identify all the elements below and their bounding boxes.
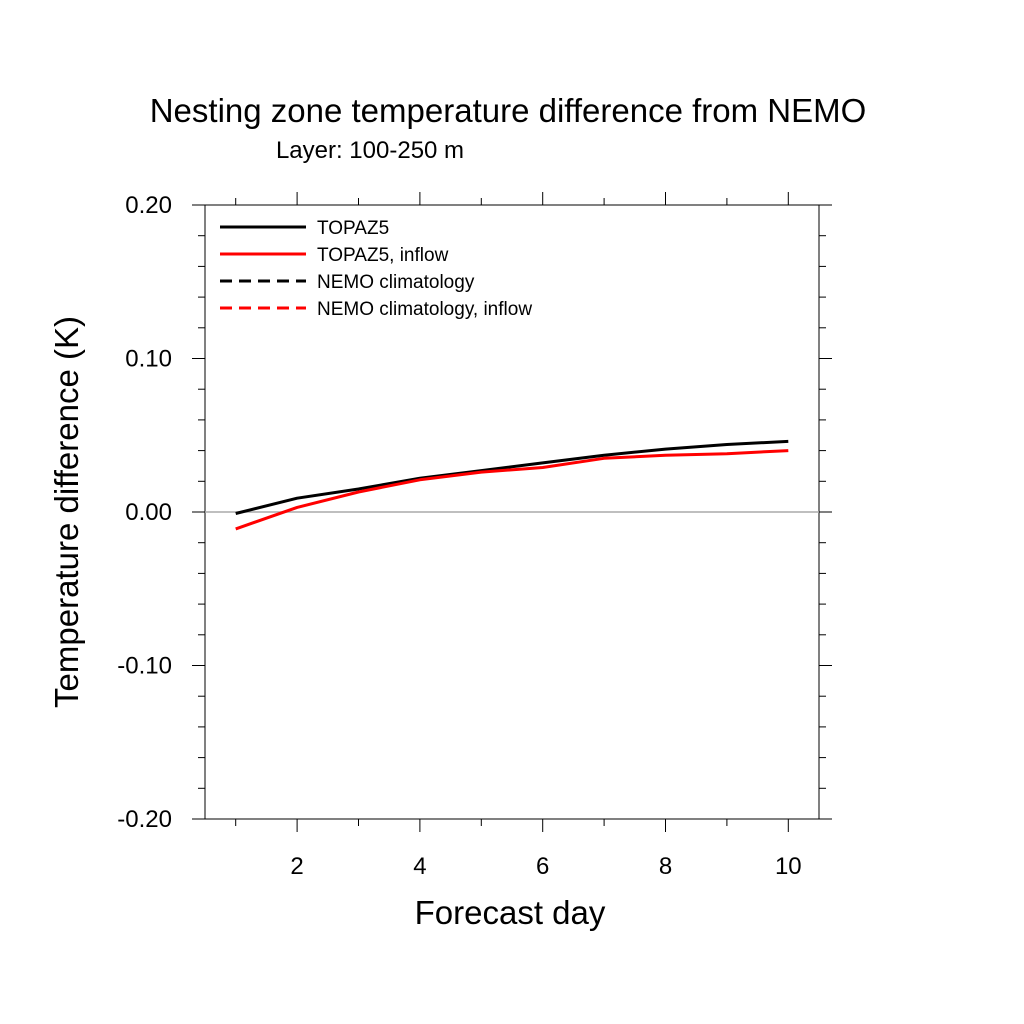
y-tick-label: -0.20: [117, 806, 172, 833]
y-tick-label: -0.10: [117, 653, 172, 680]
y-tick-label: 0.20: [125, 192, 172, 219]
x-tick-label: 8: [659, 853, 672, 880]
legend-label: TOPAZ5: [317, 218, 389, 239]
legend-label: NEMO climatology: [317, 272, 475, 293]
series-lines: [235, 439, 789, 531]
legend: TOPAZ5 TOPAZ5, inflow NEMO climatology NEMO…: [220, 218, 532, 320]
x-tick-label: 6: [536, 853, 549, 880]
axis-ticks: [192, 192, 832, 832]
chart-title: Nesting zone temperature difference from…: [150, 92, 867, 129]
x-tick-label: 10: [775, 853, 802, 880]
x-tick-labels: 2 4 6 8 10: [290, 853, 801, 880]
y-axis-label: Temperature difference (K): [48, 316, 85, 708]
x-tick-label: 4: [413, 853, 426, 880]
series-line: [235, 439, 789, 515]
x-axis-label: Forecast day: [415, 894, 606, 931]
series-line: [235, 449, 789, 531]
y-tick-labels: -0.20 -0.10 0.00 0.10 0.20: [117, 192, 172, 833]
y-tick-label: 0.00: [125, 499, 172, 526]
x-tick-label: 2: [290, 853, 303, 880]
legend-label: TOPAZ5, inflow: [317, 245, 449, 266]
y-tick-label: 0.10: [125, 346, 172, 373]
chart-subtitle: Layer: 100-250 m: [276, 137, 464, 164]
legend-label: NEMO climatology, inflow: [317, 299, 532, 320]
